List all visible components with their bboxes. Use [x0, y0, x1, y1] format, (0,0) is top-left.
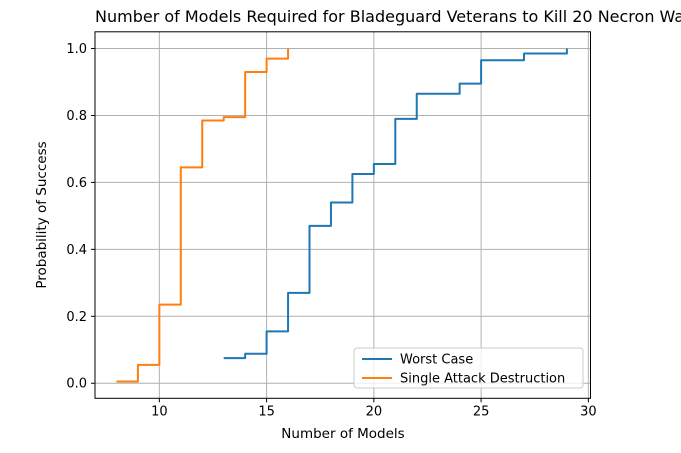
- y-tick-label: 0.8: [66, 109, 87, 124]
- y-axis-label: Probability of Success: [34, 141, 50, 289]
- legend-item-label: Worst Case: [400, 353, 473, 368]
- series-line-worst-case: [223, 48, 568, 360]
- chart-title: Number of Models Required for Bladeguard…: [95, 7, 681, 26]
- x-tick-label: 15: [258, 404, 275, 419]
- y-tick-label: 0.2: [66, 310, 87, 325]
- y-tick-label: 1.0: [66, 42, 87, 57]
- axes-box: [94, 31, 591, 399]
- legend-item-label: Single Attack Destruction: [400, 372, 565, 387]
- legend-box: [353, 347, 584, 389]
- x-axis-label: Number of Models: [281, 426, 405, 442]
- x-tick-label: 25: [473, 404, 490, 419]
- x-tick-label: 10: [151, 404, 168, 419]
- y-tick-label: 0.6: [66, 176, 87, 191]
- x-tick-label: 30: [580, 404, 597, 419]
- x-tick-label: 20: [366, 404, 383, 419]
- y-tick-label: 0.4: [66, 243, 87, 258]
- series-line-single-attack-destruction: [116, 48, 290, 383]
- y-tick-label: 0.0: [66, 377, 87, 392]
